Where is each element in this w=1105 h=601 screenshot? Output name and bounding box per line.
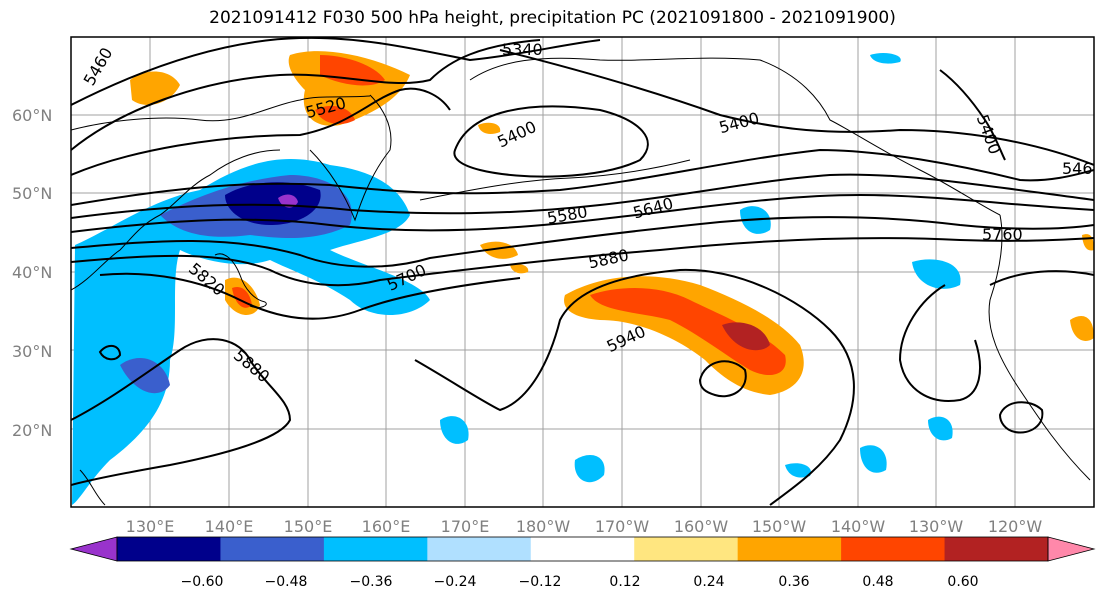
colorbar <box>69 536 1096 562</box>
precip-positive-small <box>1070 315 1094 341</box>
colorbar-tick-label: −0.12 <box>519 574 562 590</box>
contour-line <box>698 360 747 398</box>
precip-negative-small <box>860 445 887 473</box>
contour-label: 5340 <box>502 40 543 59</box>
colorbar-tick-label: −0.36 <box>350 574 393 590</box>
lon-label: 130°E <box>126 517 175 536</box>
coastline-japan <box>214 253 267 308</box>
contour-line <box>98 344 122 361</box>
contour-line <box>71 338 292 486</box>
contour-line <box>71 148 1094 206</box>
coastline-siberia <box>71 95 371 131</box>
precip-positive-small <box>478 122 501 134</box>
contour-line <box>939 69 1006 161</box>
colorbar-segment <box>530 537 635 561</box>
precip-negative-south <box>120 357 170 394</box>
coastline-asia <box>71 149 281 291</box>
precip-positive-small <box>480 241 518 259</box>
coastline-aleutian <box>419 159 691 201</box>
contour-line <box>99 272 521 320</box>
lon-label: 180°W <box>516 517 571 536</box>
contour-line <box>71 39 541 151</box>
lon-label: 150°E <box>284 517 333 536</box>
contour-line <box>71 237 1094 287</box>
colorbar-extend-max <box>1047 536 1096 562</box>
lon-label: 170°W <box>595 517 650 536</box>
colorbar-tick-label: −0.24 <box>434 574 477 590</box>
colorbar-tick-label: 0.24 <box>693 574 724 590</box>
precip-positive-small <box>510 263 529 274</box>
longitude-labels: 130°E 140°E 150°E 160°E 170°E 180°W 170°… <box>126 517 1043 536</box>
precip-negative-small <box>785 463 811 478</box>
precip-negative-max <box>225 182 321 225</box>
colorbar-segment <box>117 537 221 561</box>
contour-line <box>71 216 1094 268</box>
precip-positive-max <box>722 322 770 351</box>
precip-negative-small <box>912 259 961 289</box>
contour-label: 546 <box>1062 159 1093 178</box>
coastline-kamchatka <box>309 94 392 222</box>
colorbar-segment <box>841 537 946 561</box>
colorbar-tick-label: 0.48 <box>862 574 893 590</box>
colorbar-segment <box>944 537 1049 561</box>
height-contours <box>71 37 1094 506</box>
contour-line <box>71 37 601 106</box>
contour-line <box>71 193 1094 233</box>
colorbar-tick-label: 0.36 <box>778 574 809 590</box>
lon-label: 170°E <box>441 517 490 536</box>
lon-label: 120°W <box>988 517 1043 536</box>
lon-label: 160°W <box>674 517 729 536</box>
lat-label: 50°N <box>12 184 52 203</box>
precip-shading <box>72 51 1094 505</box>
contour-line <box>71 87 451 176</box>
lat-label: 60°N <box>12 106 52 125</box>
contour-line <box>989 270 1094 286</box>
map-border <box>70 36 1095 508</box>
contour-line <box>71 173 1094 219</box>
coastline-na-west <box>988 214 1091 481</box>
precip-negative-small <box>574 455 605 483</box>
latitude-labels: 60°N 50°N 40°N 30°N 20°N <box>12 106 52 440</box>
precip-negative-region <box>72 159 430 505</box>
lon-label: 130°W <box>909 517 964 536</box>
contour-line <box>998 401 1044 434</box>
contour-line <box>414 268 855 506</box>
lat-label: 30°N <box>12 342 52 361</box>
colorbar-border <box>116 536 1049 562</box>
precip-negative-small <box>870 52 901 64</box>
colorbar-tick-label: −0.48 <box>265 574 308 590</box>
colorbar-segment <box>427 537 532 561</box>
coastline-philippines <box>79 469 106 506</box>
lon-label: 140°W <box>831 517 886 536</box>
colorbar-tick-label: 0.60 <box>947 574 978 590</box>
lon-label: 140°E <box>205 517 254 536</box>
coastlines <box>71 57 1091 506</box>
colorbar-segment <box>634 537 739 561</box>
colorbar-extend-min <box>69 536 118 562</box>
colorbar-segment <box>323 537 428 561</box>
colorbar-tick-label: 0.12 <box>609 574 640 590</box>
lat-label: 20°N <box>12 421 52 440</box>
colorbar-segment <box>737 537 842 561</box>
coastline-alaska <box>469 57 1001 216</box>
lat-label: 40°N <box>12 263 52 282</box>
lon-label: 160°E <box>362 517 411 536</box>
precip-negative-small <box>440 416 469 444</box>
colorbar-tick-label: −0.60 <box>181 574 224 590</box>
contour-label: 5760 <box>982 225 1023 244</box>
lon-label: 150°W <box>752 517 807 536</box>
precip-positive-small <box>130 71 180 105</box>
precip-positive-core <box>590 288 786 375</box>
contour-line <box>453 105 649 178</box>
chart-title: 2021091412 F030 500 hPa height, precipit… <box>209 8 896 28</box>
colorbar-ticks: −0.60 −0.48 −0.36 −0.24 −0.12 0.12 0.24 … <box>181 574 979 590</box>
colorbar-segment <box>220 537 325 561</box>
contour-line <box>898 284 981 402</box>
precip-negative-small <box>928 416 953 441</box>
